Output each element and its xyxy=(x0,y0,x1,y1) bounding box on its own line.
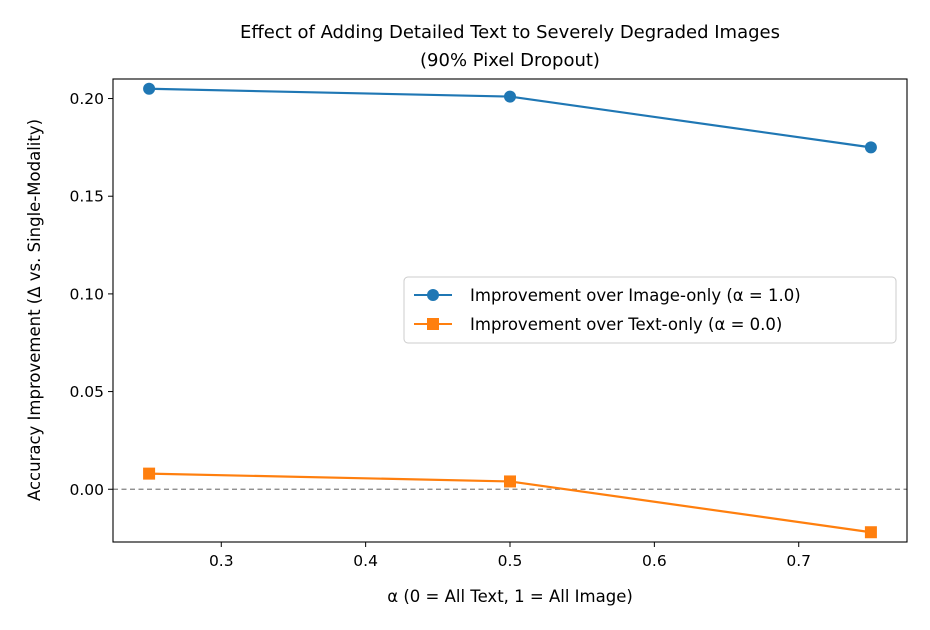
y-axis-label: Accuracy Improvement (Δ vs. Single-Modal… xyxy=(25,119,44,501)
x-tick-label: 0.3 xyxy=(209,552,234,570)
legend-label-image-only: Improvement over Image-only (α = 1.0) xyxy=(470,286,801,305)
x-axis-label: α (0 = All Text, 1 = All Image) xyxy=(387,587,633,606)
x-tick-label: 0.4 xyxy=(353,552,378,570)
data-point-square xyxy=(143,467,156,480)
plot-area: 0.3 0.4 0.5 0.6 0.7 0.00 0.05 0.10 0.15 0.20 xyxy=(69,78,908,570)
x-tick-label: 0.5 xyxy=(498,552,523,570)
legend-label-text-only: Improvement over Text-only (α = 0.0) xyxy=(470,315,782,334)
legend-marker-image-only xyxy=(427,289,439,301)
data-point-circle xyxy=(143,82,156,95)
y-tick-label: 0.15 xyxy=(69,188,104,206)
data-point-circle xyxy=(504,90,516,103)
y-tick-label: 0.00 xyxy=(69,481,104,499)
y-tick-label: 0.20 xyxy=(69,90,104,108)
chart-title: Effect of Adding Detailed Text to Severe… xyxy=(240,22,780,43)
data-point-square xyxy=(504,475,516,488)
legend-box xyxy=(403,276,897,344)
y-tick-label: 0.05 xyxy=(69,383,104,401)
legend: Improvement over Image-only (α = 1.0) Im… xyxy=(403,276,897,344)
x-tick-label: 0.7 xyxy=(786,552,811,570)
x-tick-label: 0.6 xyxy=(642,552,667,570)
y-tick-label: 0.10 xyxy=(69,285,104,303)
legend-marker-text-only xyxy=(427,318,439,330)
data-point-square xyxy=(864,526,877,539)
data-point-circle xyxy=(864,141,877,154)
chart-subtitle: (90% Pixel Dropout) xyxy=(420,50,600,71)
